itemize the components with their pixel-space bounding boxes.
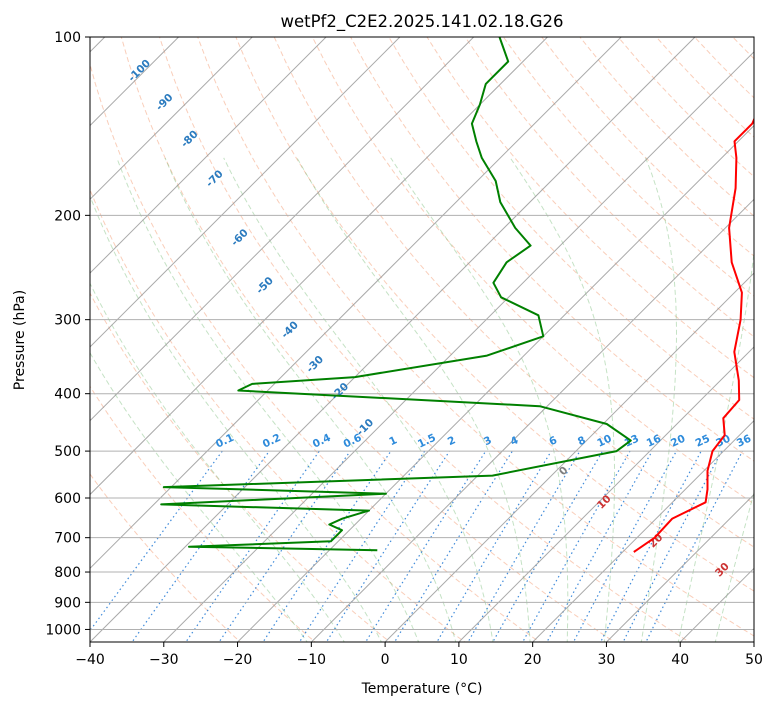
isotherm-line (236, 124, 754, 642)
x-tick-label: −40 (75, 652, 105, 668)
mixing-ratio-label: 30 (714, 433, 732, 450)
mixing-ratio-label: 1 (387, 434, 399, 448)
x-tick-label: 50 (745, 652, 763, 668)
dewpoint-profile-line (160, 37, 632, 552)
moist-adiabat-line (90, 194, 382, 642)
mixing-ratio-line (622, 450, 723, 642)
moist-adiabat-line (90, 282, 345, 642)
x-tick-label: 30 (598, 652, 616, 668)
mixing-ratio-label: 16 (645, 433, 663, 450)
mixing-ratio-label: 36 (735, 433, 753, 450)
mixing-ratio-label: 6 (547, 434, 559, 448)
isotherm-line (90, 37, 401, 348)
isotherm-line (90, 37, 327, 274)
isotherm-line (90, 37, 180, 127)
dry-adiabat-line (464, 37, 754, 338)
moist-adiabat-line (116, 157, 420, 642)
y-tick-label: 400 (54, 387, 81, 403)
mixing-ratio-line (645, 450, 744, 642)
isotherm-line (90, 37, 254, 201)
y-tick-label: 500 (54, 444, 81, 460)
mixing-ratio-line (325, 450, 451, 642)
dry-adiabat-line (90, 385, 316, 642)
y-axis-ticks: 100 200 300 400 500 600 700 800 900 1000 (45, 30, 90, 638)
y-tick-label: 900 (54, 595, 81, 611)
moist-adiabat-line (164, 157, 457, 642)
mixing-ratio-line (364, 450, 487, 642)
mixing-ratio-label: 2 (446, 434, 458, 448)
isotherm-line (90, 37, 549, 496)
dry-adiabat-line (311, 37, 754, 505)
grid-lines (0, 10, 754, 654)
y-tick-label: 800 (54, 565, 81, 581)
dry-adiabat-line (90, 62, 541, 642)
y-tick-label: 600 (54, 491, 81, 507)
mixing-ratio-label: 3 (482, 434, 494, 448)
x-tick-label: 40 (671, 652, 689, 668)
isotherm-line (531, 419, 754, 642)
mixing-ratio-label: 25 (694, 433, 712, 450)
y-tick-label: 200 (54, 208, 81, 224)
chart-title: wetPf2_C2E2.2025.141.02.18.G26 (280, 12, 563, 32)
isotherm-line (90, 37, 622, 569)
x-tick-label: 0 (381, 652, 390, 668)
isotherm-line (0, 10, 58, 654)
y-tick-label: 300 (54, 313, 81, 329)
moist-adiabat-line (90, 351, 308, 642)
x-tick-label: 20 (524, 652, 542, 668)
dry-adiabat-line (235, 37, 754, 592)
dry-adiabat-line (502, 37, 754, 297)
background-lines (90, 37, 775, 644)
x-tick-label: −30 (149, 652, 179, 668)
x-tick-label: −10 (297, 652, 327, 668)
x-axis-ticks: −40 −30 −20 −10 0 10 20 30 40 50 (75, 642, 763, 668)
moist-adiabat-line (223, 157, 494, 642)
isotherm-line (605, 493, 754, 642)
y-axis-label: Pressure (hPa) (12, 290, 28, 390)
mixing-ratio-label: 10 (595, 433, 613, 450)
isotherm-line (163, 51, 754, 642)
y-tick-label: 100 (54, 30, 81, 46)
isotherm-line (384, 272, 754, 642)
mixing-ratio-line (298, 450, 426, 642)
mixing-ratio-label: 8 (576, 434, 588, 448)
mixing-ratio-label: 20 (669, 433, 687, 450)
mixing-ratio-label: 4 (509, 434, 521, 448)
isotherm-line (90, 37, 696, 642)
mixing-ratio-line (393, 450, 513, 642)
moist-adiabat-line (714, 490, 754, 642)
x-tick-label: −20 (223, 652, 253, 668)
plot-background (90, 37, 754, 642)
x-tick-label: 10 (450, 652, 468, 668)
moist-adiabat-line (296, 157, 531, 642)
mixing-ratio-line (218, 450, 351, 642)
moist-adiabat-line (677, 248, 754, 642)
dry-adiabat-line (388, 37, 754, 420)
y-tick-label: 1000 (45, 622, 81, 638)
isotherm-line (310, 198, 754, 642)
dry-adiabat-line (197, 37, 754, 637)
y-tick-label: 700 (54, 531, 81, 547)
x-axis-label: Temperature (°C) (361, 681, 483, 697)
dry-adiabat-line (771, 37, 775, 644)
isotherm-line (458, 346, 754, 642)
dry-adiabat-label: 40 (765, 585, 775, 604)
mixing-ratio-line (436, 450, 552, 642)
mixing-ratio-line (522, 450, 631, 642)
isotherm-line (90, 37, 475, 422)
mixing-ratio-line (90, 450, 223, 632)
plot-frame (89, 36, 755, 643)
